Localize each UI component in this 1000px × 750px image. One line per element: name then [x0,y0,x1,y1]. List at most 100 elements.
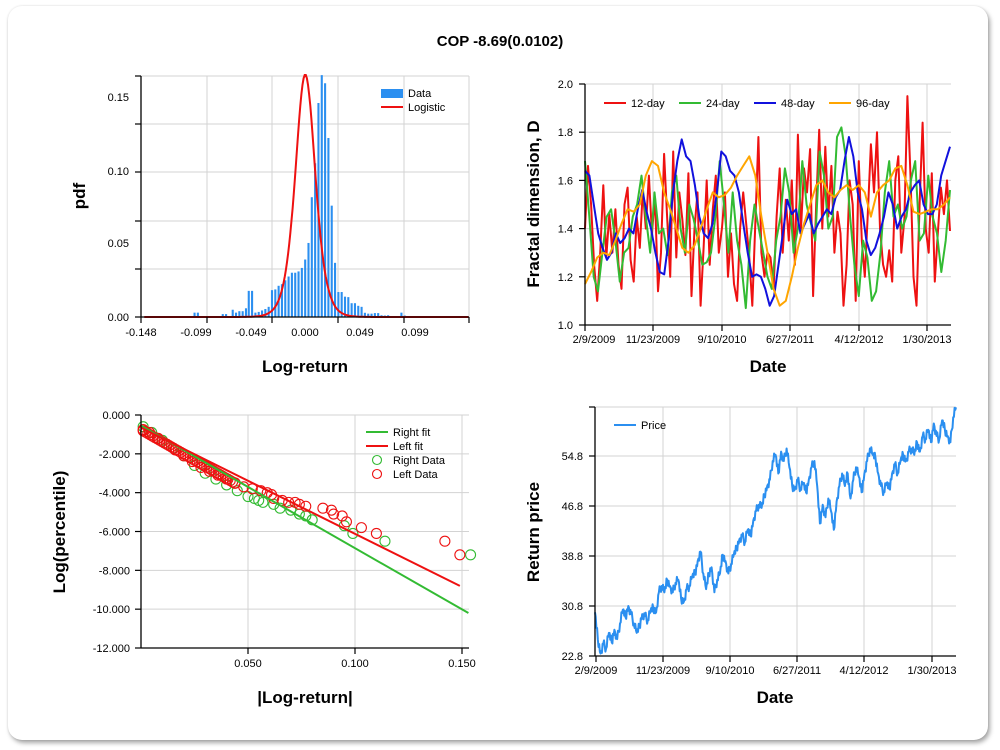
x-tick-label: 9/10/2010 [706,665,755,677]
x-tick-label: 6/27/2011 [766,334,814,346]
histogram-bar [254,312,257,317]
x-tick-label: 0.100 [341,658,369,670]
x-tick-label: -0.099 [180,327,211,339]
x-axis-title: Date [750,357,787,376]
x-tick-label: 2/9/2009 [573,334,616,346]
fractal-chart: 2/9/2009 11/23/2009 9/10/2010 6/27/2011 4/12… [524,79,951,376]
x-tick-label: 11/23/2009 [636,665,690,677]
y-tick-label: 1.6 [558,175,573,187]
histogram-bar [196,312,199,317]
histogram-bar [353,303,357,317]
histogram-bar [238,311,241,317]
histogram-bar [304,259,307,317]
histogram-bar [360,306,363,317]
y-tick-label: 0.15 [108,92,129,104]
scatter-point-left-data [328,508,340,520]
histogram-bar [320,75,323,318]
y-tick-label: 0.00 [108,312,129,324]
histogram-bar [193,312,196,317]
scatter-point-right-data [379,535,391,547]
legend-swatch-left-data [371,468,383,480]
legend-swatch-right-data [371,454,383,466]
legend-label-left-fit: Left fit [393,441,423,453]
histogram-bar [357,305,360,317]
y-tick-label: 1.8 [558,127,573,139]
legend-label-data: Data [408,88,432,100]
histogram-bar [327,137,330,317]
fit-line-left-fit [140,426,461,587]
x-tick-label: 0.049 [346,327,374,339]
series-line-24-day [584,126,951,310]
y-tick-label: 0.000 [102,410,130,422]
histogram-bar [314,163,317,317]
x-tick-label: -0.148 [125,327,156,339]
fit-line-right-fit [140,424,469,614]
histogram-bar [225,314,228,317]
histogram-bar [247,290,250,317]
histogram-bar [297,271,300,317]
x-tick-label: 6/27/2011 [773,665,821,677]
scatter-point-right-data [347,527,359,539]
histogram-bar [324,83,327,317]
price-chart: 2/9/2009 11/23/2009 9/10/2010 6/27/2011 4/12… [524,406,957,707]
y-tick-label: 0.05 [108,238,129,250]
y-axis-title: Log(percentile) [50,471,69,594]
histogram-bar [287,276,290,317]
y-tick-label: 1.4 [558,224,573,236]
histogram-bar [244,308,248,317]
x-tick-label: 11/23/2009 [626,334,680,346]
histogram-bar [400,312,403,317]
y-tick-label: 30.8 [562,601,583,613]
x-tick-label: 4/12/2012 [835,334,884,346]
legend-label-48-day: 48-day [781,98,815,110]
legend-label-24-day: 24-day [706,98,740,110]
series-line-96-day [584,155,951,307]
price-line [594,406,957,655]
x-tick-label: 4/12/2012 [840,665,889,677]
scatter-point-right-data [231,485,243,497]
legend-swatch-data [381,89,403,98]
histogram-bar [251,290,254,317]
histogram-bar [280,284,283,317]
histogram-bar [373,313,376,317]
y-tick-label: 2.0 [558,79,573,91]
x-tick-label: 0.050 [234,658,262,670]
histogram-bar [307,242,310,317]
tail-chart: 0.050 0.100 0.150 0.000 -2.000 -4.000 -6.000 -8… [50,410,477,707]
histogram-bar [343,296,347,317]
y-tick-label: -2.000 [99,449,130,461]
histogram-bar [377,313,380,317]
scatter-point-left-data [370,527,382,539]
legend-label-12-day: 12-day [631,98,665,110]
y-axis-title: Return price [524,482,543,582]
x-tick-label: 0.000 [291,327,319,339]
histogram-bar [350,303,353,317]
histogram-bar [241,311,244,317]
figure-title: COP -8.69(0.0102) [436,33,564,50]
y-tick-label: 38.8 [562,551,583,563]
y-axis-title: pdf [70,182,89,209]
y-tick-label: 1.2 [558,272,573,284]
x-axis-title: Log-return [262,357,348,376]
x-axis-title: |Log-return| [257,688,352,707]
scatter-point-left-data [439,535,451,547]
histogram-bar [270,290,274,317]
histogram-bar [290,272,293,317]
y-axis-title: Fractal dimension, D [524,120,543,287]
histogram-bar [340,292,343,317]
x-tick-label: 1/30/2013 [903,334,952,346]
histogram-bar [330,205,333,317]
legend-label-price: Price [641,420,666,432]
histogram-bar [310,197,313,317]
y-tick-label: 46.8 [562,501,583,513]
histogram-bar [274,289,277,317]
scatter-point-left-data [340,516,352,528]
x-tick-label: 9/10/2010 [698,334,747,346]
histogram-bar [370,313,373,317]
scatter-point-left-data [336,510,348,522]
y-tick-label: 22.8 [562,651,583,663]
chart-card [8,6,988,740]
histogram-bar [264,309,267,317]
histogram-bar [284,280,287,317]
scatter-point-left-data [355,522,367,534]
